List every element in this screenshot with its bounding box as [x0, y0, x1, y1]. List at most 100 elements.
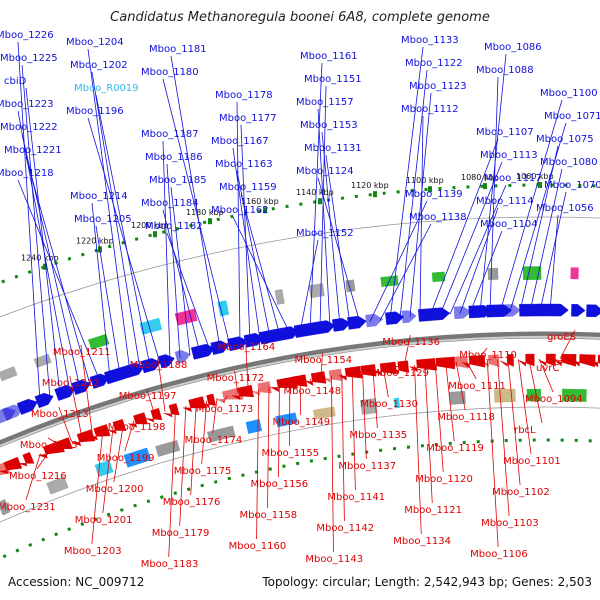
gene-label: Mboo_1103 — [481, 518, 539, 529]
leader-line — [539, 191, 567, 312]
genome-backbone — [0, 331, 600, 448]
leader-line — [240, 193, 281, 336]
gene-label: Mboo_1156 — [251, 479, 309, 490]
gene-label: Mboo_1086 — [484, 42, 542, 53]
tick-label: 1180 kbp — [186, 208, 224, 217]
gene-label: Mboo_1112 — [401, 104, 459, 115]
tick-mark — [318, 198, 322, 205]
leader-line — [87, 117, 161, 364]
gene-label: Mboo_1196 — [66, 106, 124, 117]
leader-line — [124, 420, 135, 452]
leader-line — [320, 352, 323, 378]
leader-line — [486, 360, 499, 548]
leader-line — [162, 140, 171, 361]
forward-gene-arrow — [140, 358, 161, 374]
leader-line — [362, 370, 367, 460]
leader-line — [190, 403, 197, 496]
gene-label: Mboo_1088 — [476, 65, 534, 76]
gene-label: Mboo_1056 — [536, 203, 594, 214]
leader-line — [489, 76, 499, 313]
tick-label: 1160 kbp — [241, 197, 279, 206]
reverse-feature-block — [360, 398, 378, 415]
reverse-feature-block — [562, 388, 587, 402]
leader-line — [497, 359, 510, 517]
reverse-gene-arrow — [354, 364, 377, 379]
leader-line — [91, 71, 141, 370]
forward-gene-arrow — [312, 320, 336, 335]
reverse-gene-arrow — [38, 440, 65, 459]
leader-line — [518, 359, 532, 455]
leader-line — [379, 223, 432, 321]
gene-label: Mboo_1214 — [70, 191, 128, 202]
reverse-gene-arrow — [538, 353, 556, 367]
forward-gene-arrow — [190, 343, 216, 360]
leader-line — [479, 53, 507, 313]
accession-label: Accession: NC_009712 — [8, 575, 145, 589]
reverse-gene-arrow — [590, 354, 600, 368]
leader-line — [135, 417, 145, 421]
gene-label: Mboo_1075 — [536, 134, 594, 145]
leader-line — [455, 361, 466, 411]
leader-line — [91, 202, 111, 379]
tick-label: 1200 kbp — [131, 221, 169, 230]
tick-mark — [483, 183, 487, 190]
reverse-gene-arrow — [554, 353, 577, 367]
forward-gene-arrow — [16, 398, 38, 415]
forward-gene-arrow — [401, 310, 417, 324]
leader-line — [212, 398, 218, 434]
gene-label: uvrC — [536, 363, 559, 374]
reverse-feature-block — [46, 476, 69, 495]
forward-gene-arrow — [347, 315, 367, 330]
tick-mark — [43, 263, 47, 270]
gene-label: Mboo_1218 — [0, 168, 54, 179]
gene-label: Mboo_1129 — [371, 368, 429, 379]
reverse-feature-block — [393, 397, 401, 409]
leader-line — [310, 378, 312, 385]
leader-line — [80, 344, 93, 435]
gene-label: Mboo_1178 — [215, 90, 273, 101]
leader-line — [449, 184, 507, 315]
gene-label: Mboo_1100 — [540, 88, 598, 99]
reverse-gene-arrow — [373, 361, 397, 377]
gene-label: Mboo_1102 — [492, 487, 550, 498]
leader-line — [434, 363, 444, 473]
forward-gene-arrow — [174, 350, 191, 364]
reverse-feature-block — [245, 419, 263, 434]
forward-gene-arrow — [34, 392, 54, 409]
gene-label: Mboo_1222 — [0, 122, 58, 133]
leader-line — [113, 424, 124, 483]
gene-label: Mboo_1131 — [304, 143, 362, 154]
gene-label: Mboo_1177 — [219, 113, 277, 124]
gene-label: Mboo_1197 — [119, 391, 177, 402]
leader-line — [36, 449, 52, 470]
tick-mark — [153, 231, 157, 238]
gene-label: Mboo_1111 — [448, 381, 506, 392]
gene-label: Mboo_1154 — [295, 355, 353, 366]
gene-label: Mboo_1151 — [304, 74, 362, 85]
gene-label: Mboo_1107 — [476, 127, 534, 138]
leader-line — [382, 368, 389, 398]
gene-label: Mboo_1119 — [426, 443, 484, 454]
leader-line — [17, 41, 41, 403]
leader-line — [439, 161, 503, 315]
forward-gene-arrow — [365, 313, 384, 328]
genome-backbone-shine — [0, 335, 600, 448]
reverse-gene-arrow — [338, 366, 362, 381]
leader-line — [399, 69, 428, 319]
leader-line — [162, 209, 201, 353]
reverse-gene-arrow — [304, 371, 327, 386]
reverse-feature-block — [312, 406, 336, 420]
forward-feature-block — [345, 279, 356, 293]
tick-mark — [538, 182, 542, 188]
leader-line — [369, 200, 428, 322]
leader-line — [351, 372, 356, 491]
gene-label: Mboo_1202 — [70, 60, 128, 71]
gene-label: Mboo_1198 — [108, 422, 166, 433]
gene-label: Mboo_1137 — [338, 461, 396, 472]
forward-gene-arrow — [571, 304, 586, 317]
gene-label: Mboo_1141 — [327, 492, 385, 503]
reverse-gene-arrow — [107, 418, 127, 435]
leader-line — [317, 177, 361, 324]
leader-line — [309, 62, 323, 331]
